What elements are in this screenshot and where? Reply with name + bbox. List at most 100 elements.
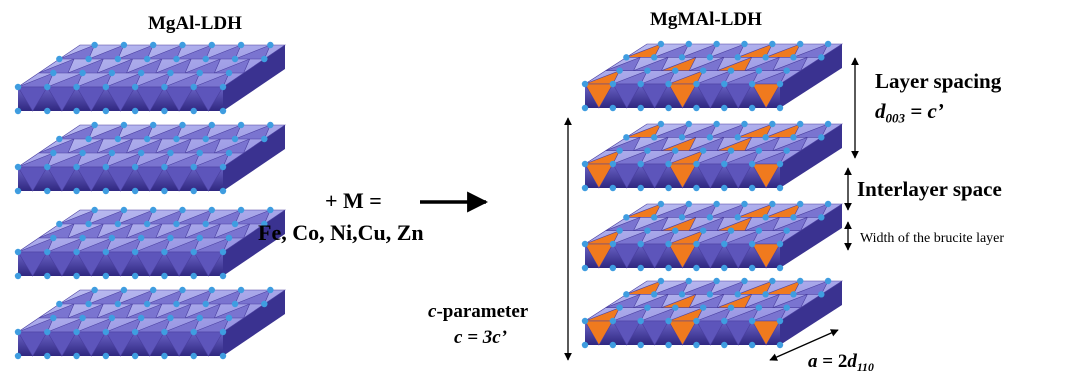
a-equation-d: d: [847, 351, 857, 372]
hydroxyl-atom: [797, 277, 804, 285]
slab-side-face: [780, 124, 842, 188]
hydroxyl-atom: [693, 104, 700, 112]
hydroxyl-atom: [196, 314, 203, 322]
hydroxyl-atom: [755, 304, 763, 311]
hydroxyl-atom: [161, 187, 168, 195]
hydroxyl-atom: [44, 83, 51, 91]
hydroxyl-atom: [616, 67, 623, 74]
hydroxyl-atom: [120, 206, 128, 214]
octahedron: [612, 83, 642, 109]
slab-side-face: [223, 290, 285, 356]
a-equation-subscript: 110: [856, 361, 874, 375]
hydroxyl-atom: [190, 163, 197, 171]
hydroxyl-atom: [818, 134, 825, 141]
hydroxyl-atom: [644, 147, 651, 154]
octahedron: [193, 166, 224, 192]
octahedron: [117, 124, 154, 140]
hydroxyl-atom: [650, 54, 658, 61]
octahedron: [105, 166, 136, 192]
hydroxyl-atom: [762, 54, 769, 61]
hydroxyl-atom: [755, 227, 763, 234]
hydroxyl-atom: [14, 272, 22, 280]
octahedron: [134, 251, 165, 277]
hydroxyl-atom: [202, 135, 209, 143]
hydroxyl-atom: [706, 134, 714, 141]
hydroxyl-atom: [208, 286, 215, 294]
hydroxyl-atom: [693, 341, 700, 349]
hydroxyl-atom: [783, 147, 790, 154]
hydroxyl-atom: [131, 248, 139, 256]
hydroxyl-atom: [609, 240, 617, 248]
hydroxyl-atom: [208, 41, 215, 49]
hydroxyl-atom: [261, 300, 268, 308]
hydroxyl-atom: [167, 314, 174, 322]
hydroxyl-atom: [581, 184, 589, 192]
hydroxyl-atom: [609, 80, 617, 88]
hydroxyl-atom: [173, 220, 180, 228]
hydroxyl-atom: [14, 187, 22, 195]
octahedron: [17, 251, 48, 277]
octahedron: [147, 289, 184, 305]
octahedron: [723, 243, 753, 269]
a-equation-lhs: a: [808, 351, 818, 372]
hydroxyl-atom: [665, 80, 672, 88]
hydroxyl-atom: [637, 160, 644, 168]
hydroxyl-atom: [56, 135, 63, 143]
hydroxyl-atom: [161, 328, 168, 336]
hydroxyl-atom: [721, 317, 728, 325]
hydroxyl-atom: [824, 40, 832, 48]
hydroxyl-atom: [73, 352, 80, 360]
c-equation-symbol: c: [454, 327, 463, 348]
octahedron: [59, 124, 96, 140]
hydroxyl-atom: [85, 220, 92, 228]
octahedron: [612, 320, 642, 346]
substituted-octahedron: [765, 123, 801, 138]
mgmal-layer: [581, 40, 844, 112]
hydroxyl-atom: [721, 341, 728, 349]
hydroxyl-atom: [56, 300, 63, 308]
substituted-octahedron: [765, 280, 801, 295]
hydroxyl-atom: [131, 107, 139, 115]
hydroxyl-atom: [261, 55, 268, 63]
substituted-octahedron: [751, 243, 781, 269]
hydroxyl-atom: [657, 40, 665, 48]
hydroxyl-atom: [818, 54, 825, 61]
hydroxyl-atom: [783, 304, 790, 311]
substituted-octahedron: [765, 203, 801, 218]
hydroxyl-atom: [693, 240, 700, 248]
octahedron: [88, 209, 125, 225]
hydroxyl-atom: [219, 187, 227, 195]
substituted-octahedron: [626, 203, 662, 218]
hydroxyl-atom: [91, 286, 98, 294]
reaction-text-line1: + M =: [325, 188, 382, 213]
hydroxyl-atom: [114, 300, 122, 308]
hydroxyl-atom: [14, 107, 22, 115]
octahedron: [76, 86, 107, 112]
hydroxyl-atom: [818, 214, 825, 221]
hydroxyl-atom: [44, 352, 51, 360]
octahedron: [793, 43, 829, 58]
octahedron: [234, 44, 271, 60]
octahedron: [163, 251, 195, 277]
slab-side-face: [780, 44, 842, 108]
hydroxyl-atom: [173, 300, 180, 308]
hydroxyl-atom: [14, 352, 22, 360]
hydroxyl-atom: [237, 286, 245, 294]
hydroxyl-atom: [225, 314, 233, 322]
interlayer-space-label: Interlayer space: [857, 177, 1002, 201]
hydroxyl-atom: [44, 272, 51, 280]
hydroxyl-atom: [219, 272, 227, 280]
hydroxyl-atom: [131, 328, 139, 336]
hydroxyl-atom: [167, 69, 174, 77]
hydroxyl-atom: [190, 83, 197, 91]
hydroxyl-atom: [131, 272, 139, 280]
hydroxyl-atom: [790, 54, 797, 61]
hydroxyl-atom: [748, 240, 756, 248]
hydroxyl-atom: [208, 121, 215, 129]
hydroxyl-atom: [108, 234, 116, 242]
slab-side-face: [223, 210, 285, 276]
slab-side-face: [223, 45, 285, 111]
hydroxyl-atom: [581, 341, 589, 349]
mgmal-layer: [581, 200, 844, 272]
hydroxyl-atom: [769, 120, 776, 128]
